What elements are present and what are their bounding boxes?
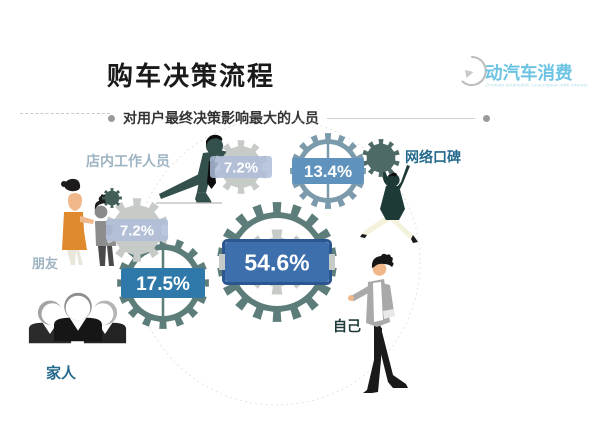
svg-text:13.4%: 13.4% xyxy=(304,162,352,181)
svg-text:17.5%: 17.5% xyxy=(136,274,190,295)
svg-text:7.2%: 7.2% xyxy=(224,159,258,176)
svg-text:54.6%: 54.6% xyxy=(244,249,309,275)
svg-text:7.2%: 7.2% xyxy=(120,222,154,239)
